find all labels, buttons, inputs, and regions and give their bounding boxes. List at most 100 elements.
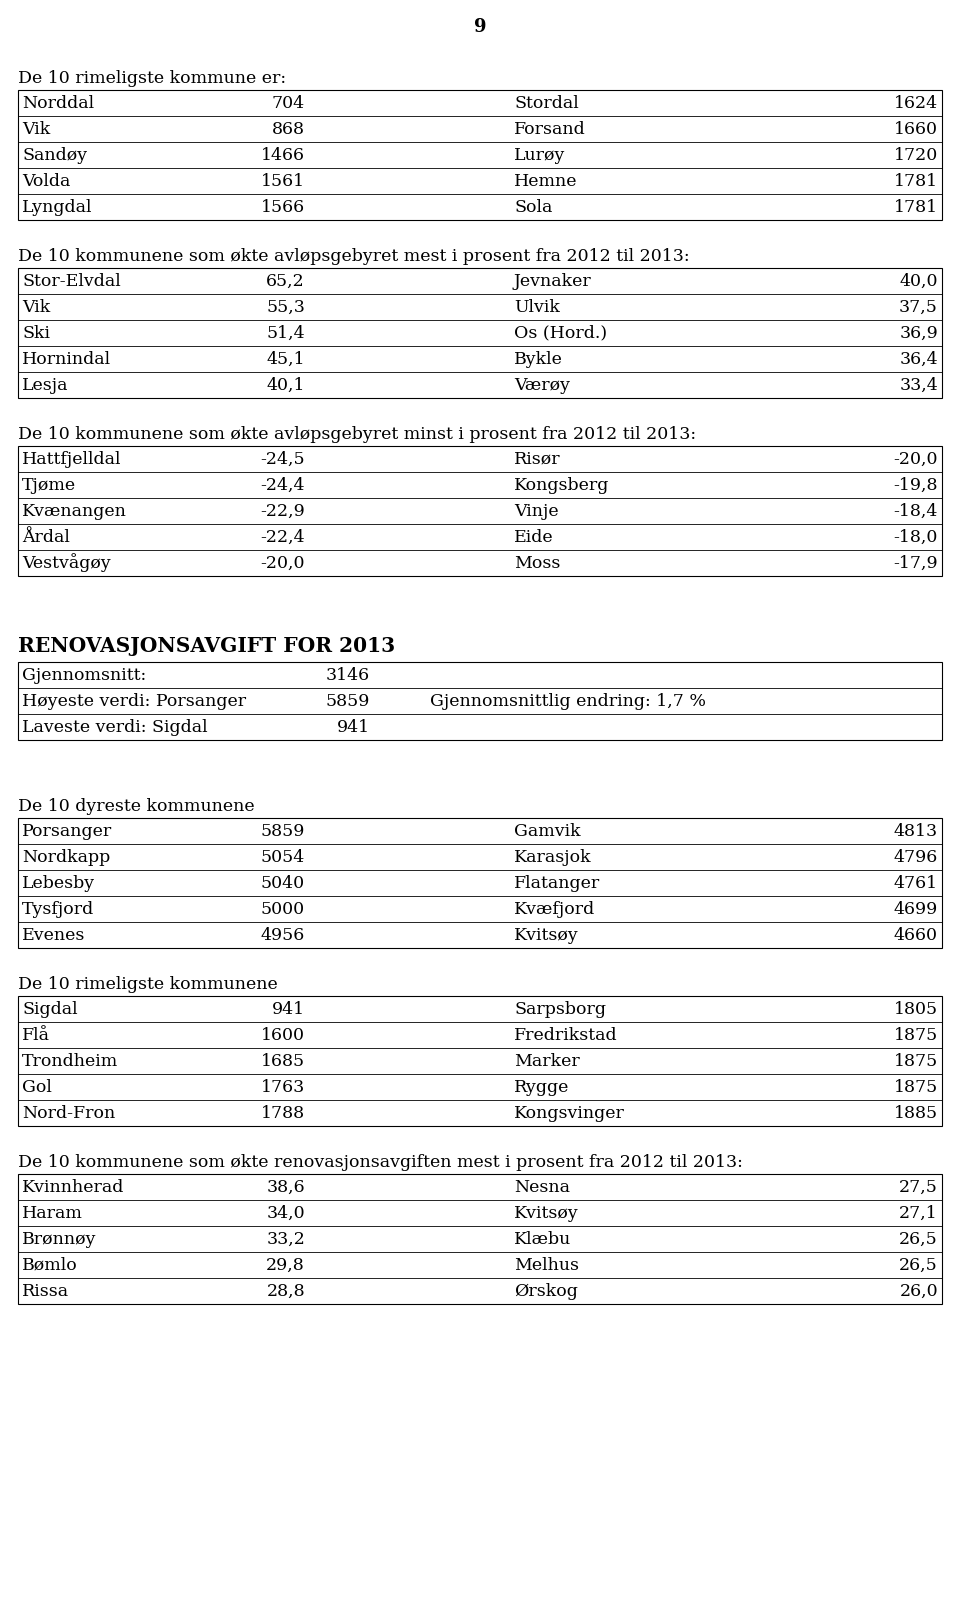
Text: De 10 rimeligste kommunene: De 10 rimeligste kommunene	[18, 976, 277, 994]
Text: 1600: 1600	[261, 1027, 305, 1043]
Text: Evenes: Evenes	[22, 926, 85, 944]
Text: Hornindal: Hornindal	[22, 350, 111, 368]
Bar	[18, 446, 942, 576]
Text: De 10 dyreste kommunene: De 10 dyreste kommunene	[18, 798, 254, 814]
Text: Lebesby: Lebesby	[22, 875, 95, 891]
Text: Eide: Eide	[514, 528, 554, 546]
Text: Gamvik: Gamvik	[514, 822, 581, 840]
Text: Kvænangen: Kvænangen	[22, 502, 127, 520]
Text: 1561: 1561	[261, 173, 305, 189]
Text: Lyngdal: Lyngdal	[22, 198, 92, 216]
Text: 941: 941	[337, 718, 370, 736]
Text: 27,1: 27,1	[900, 1205, 938, 1221]
Text: 4761: 4761	[894, 875, 938, 891]
Text: Tjøme: Tjøme	[22, 477, 76, 493]
Text: De 10 kommunene som økte renovasjonsavgiften mest i prosent fra 2012 til 2013:: De 10 kommunene som økte renovasjonsavgi…	[18, 1154, 743, 1171]
Text: 1875: 1875	[894, 1053, 938, 1069]
Text: -24,4: -24,4	[260, 477, 305, 493]
Text: Moss: Moss	[514, 555, 561, 571]
Text: 5040: 5040	[261, 875, 305, 891]
Text: Vik: Vik	[22, 299, 50, 315]
Text: Brønnøy: Brønnøy	[22, 1230, 97, 1248]
Text: 1875: 1875	[894, 1078, 938, 1096]
Text: Ulvik: Ulvik	[514, 299, 560, 315]
Text: Ørskog: Ørskog	[514, 1283, 578, 1299]
Text: Os (Hord.): Os (Hord.)	[514, 325, 607, 341]
Text: 55,3: 55,3	[266, 299, 305, 315]
Text: Hattfjelldal: Hattfjelldal	[22, 451, 122, 467]
Text: 1624: 1624	[894, 94, 938, 112]
Text: 9: 9	[473, 18, 487, 35]
Text: 26,0: 26,0	[900, 1283, 938, 1299]
Text: Bykle: Bykle	[514, 350, 563, 368]
Text: De 10 rimeligste kommune er:: De 10 rimeligste kommune er:	[18, 70, 286, 86]
Text: 28,8: 28,8	[266, 1283, 305, 1299]
Text: Laveste verdi: Sigdal: Laveste verdi: Sigdal	[22, 718, 207, 736]
Text: 4796: 4796	[894, 848, 938, 866]
Bar	[18, 818, 942, 947]
Text: 1885: 1885	[894, 1104, 938, 1122]
Text: 33,4: 33,4	[900, 376, 938, 394]
Text: Årdal: Årdal	[22, 528, 70, 546]
Text: 3146: 3146	[325, 667, 370, 683]
Text: 33,2: 33,2	[266, 1230, 305, 1248]
Text: 38,6: 38,6	[266, 1179, 305, 1195]
Text: 29,8: 29,8	[266, 1256, 305, 1274]
Text: Gjennomsnitt:: Gjennomsnitt:	[22, 667, 146, 683]
Text: Vestvågøy: Vestvågøy	[22, 554, 110, 573]
Text: Sarpsborg: Sarpsborg	[514, 1000, 606, 1018]
Text: Kvitsøy: Kvitsøy	[514, 1205, 579, 1221]
Text: 40,1: 40,1	[267, 376, 305, 394]
Text: Gjennomsnittlig endring: 1,7 %: Gjennomsnittlig endring: 1,7 %	[430, 693, 706, 709]
Text: 1805: 1805	[894, 1000, 938, 1018]
Bar	[18, 267, 942, 398]
Text: Rissa: Rissa	[22, 1283, 69, 1299]
Text: Forsand: Forsand	[514, 120, 586, 138]
Text: 4956: 4956	[261, 926, 305, 944]
Text: -20,0: -20,0	[894, 451, 938, 467]
Text: Vik: Vik	[22, 120, 50, 138]
Text: 704: 704	[272, 94, 305, 112]
Bar	[18, 662, 942, 739]
Text: De 10 kommunene som økte avløpsgebyret minst i prosent fra 2012 til 2013:: De 10 kommunene som økte avløpsgebyret m…	[18, 426, 696, 443]
Text: 5054: 5054	[261, 848, 305, 866]
Text: 868: 868	[272, 120, 305, 138]
Text: 1566: 1566	[261, 198, 305, 216]
Text: -22,4: -22,4	[260, 528, 305, 546]
Text: 1781: 1781	[894, 173, 938, 189]
Bar	[18, 1174, 942, 1304]
Text: Porsanger: Porsanger	[22, 822, 112, 840]
Text: Sandøy: Sandøy	[22, 147, 87, 163]
Text: 5859: 5859	[260, 822, 305, 840]
Text: -19,8: -19,8	[894, 477, 938, 493]
Text: Risør: Risør	[514, 451, 561, 467]
Text: 37,5: 37,5	[900, 299, 938, 315]
Text: Haram: Haram	[22, 1205, 83, 1221]
Text: Stordal: Stordal	[514, 94, 579, 112]
Text: 4813: 4813	[894, 822, 938, 840]
Bar	[18, 90, 942, 219]
Text: Nord-Fron: Nord-Fron	[22, 1104, 115, 1122]
Text: 4699: 4699	[894, 901, 938, 917]
Text: Norddal: Norddal	[22, 94, 94, 112]
Text: 26,5: 26,5	[900, 1230, 938, 1248]
Text: RENOVASJONSAVGIFT FOR 2013: RENOVASJONSAVGIFT FOR 2013	[18, 635, 396, 656]
Text: -20,0: -20,0	[260, 555, 305, 571]
Text: Volda: Volda	[22, 173, 70, 189]
Text: Ski: Ski	[22, 325, 50, 341]
Text: 1788: 1788	[261, 1104, 305, 1122]
Text: Lesja: Lesja	[22, 376, 68, 394]
Text: 36,9: 36,9	[900, 325, 938, 341]
Text: -22,9: -22,9	[260, 502, 305, 520]
Text: Klæbu: Klæbu	[514, 1230, 571, 1248]
Text: Kvitsøy: Kvitsøy	[514, 926, 579, 944]
Text: Karasjok: Karasjok	[514, 848, 591, 866]
Text: Tysfjord: Tysfjord	[22, 901, 94, 917]
Text: Nesna: Nesna	[514, 1179, 570, 1195]
Text: Flå: Flå	[22, 1027, 50, 1043]
Text: -18,0: -18,0	[894, 528, 938, 546]
Text: 941: 941	[272, 1000, 305, 1018]
Text: Flatanger: Flatanger	[514, 875, 600, 891]
Text: Jevnaker: Jevnaker	[514, 272, 591, 290]
Text: Kvæfjord: Kvæfjord	[514, 901, 595, 917]
